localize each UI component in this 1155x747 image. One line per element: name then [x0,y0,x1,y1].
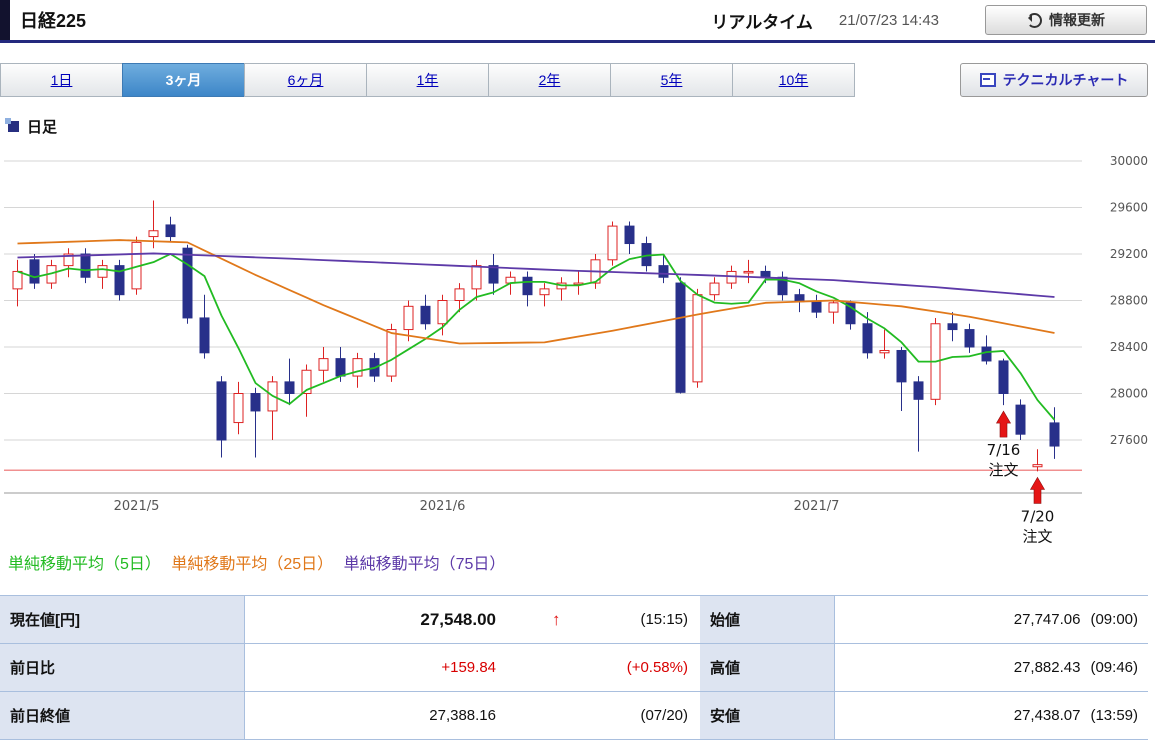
change-percent: (+0.58%) [510,643,700,691]
svg-text:29600: 29600 [1110,201,1148,215]
change-label: 前日比 [0,643,245,691]
tab-10years[interactable]: 10年 [732,63,855,97]
chart-type-label: 日足 [27,118,58,136]
tab-5years[interactable]: 5年 [610,63,733,97]
svg-text:注文: 注文 [1022,527,1052,545]
low-time: (13:59) [1090,707,1138,724]
candlestick-chart: 30000 29600 29200 28800 28400 28000 27600 2021/… [4,154,1148,545]
svg-text:注文: 注文 [988,461,1018,479]
tab-3months[interactable]: 3ヶ月 [122,63,245,97]
high-value-cell: 27,882.43 (09:46) [835,643,1148,691]
current-price-value: 27,548.00 [420,609,496,629]
legend-ma5: 単純移動平均（5日） [8,556,161,573]
tab-6months[interactable]: 6ヶ月 [244,63,367,97]
price-chart-area: 30000 29600 29200 28800 28400 28000 27600 2021/… [4,153,1152,573]
page-title: 日経225 [20,11,87,31]
chart-section-header: 日足 [5,115,1155,137]
svg-text:7/20: 7/20 [1021,507,1055,525]
low-label: 安値 [700,691,835,739]
current-price-extra: ↑ (15:15) [510,596,700,643]
header: 日経225 リアルタイム 21/07/23 14:43 情報更新 [0,0,1155,40]
tab-2years[interactable]: 2年 [488,63,611,97]
svg-text:28000: 28000 [1110,387,1148,401]
svg-text:28400: 28400 [1110,340,1148,354]
chart-legend: 単純移動平均（5日） 単純移動平均（25日） 単純移動平均（75日） [8,550,511,574]
tab-1day[interactable]: 1日 [0,63,123,97]
section-bullet-icon [5,117,19,132]
open-time: (09:00) [1090,611,1138,628]
technical-chart-icon [979,73,996,87]
svg-text:27600: 27600 [1110,433,1148,447]
svg-text:29200: 29200 [1110,247,1148,261]
open-value-cell: 27,747.06 (09:00) [835,596,1148,643]
period-tabs: 1日 3ヶ月 6ヶ月 1年 2年 5年 10年 テクニカルチャート [0,63,1155,97]
refresh-button[interactable]: 情報更新 [985,5,1147,35]
svg-text:2021/7: 2021/7 [794,499,840,514]
quote-timestamp: 21/07/23 14:43 [838,11,939,29]
current-price-label: 現在値[円] [0,596,245,643]
up-arrow-icon: ↑ [552,609,561,629]
change-value: +159.84 [245,643,510,691]
technical-chart-label: テクニカルチャート [1002,72,1129,88]
header-divider [0,40,1155,43]
open-label: 始値 [700,596,835,643]
low-value-cell: 27,438.07 (13:59) [835,691,1148,739]
legend-ma25: 単純移動平均（25日） [171,556,334,573]
low-value: 27,438.07 [1013,707,1081,724]
prev-close-value: 27,388.16 [245,691,510,739]
prev-close-date: (07/20) [510,691,700,739]
tab-1year[interactable]: 1年 [366,63,489,97]
high-value: 27,882.43 [1013,659,1081,676]
realtime-label: リアルタイム [711,12,813,32]
current-price-time: (15:15) [640,611,688,628]
svg-text:28800: 28800 [1110,294,1148,308]
open-value: 27,747.06 [1013,611,1081,628]
technical-chart-button[interactable]: テクニカルチャート [960,63,1148,97]
high-time: (09:46) [1090,659,1138,676]
legend-ma75: 単純移動平均（75日） [343,556,506,573]
refresh-icon [1027,12,1042,28]
svg-text:7/16: 7/16 [987,441,1021,459]
corner-accent-block [0,0,10,40]
svg-text:30000: 30000 [1110,154,1148,168]
refresh-button-label: 情報更新 [1049,12,1105,28]
quote-table: 現在値[円] 27,548.00 ↑ (15:15) 始値 27,747.06 … [0,595,1148,740]
prev-close-label: 前日終値 [0,691,245,739]
svg-text:2021/5: 2021/5 [114,499,160,514]
high-label: 高値 [700,643,835,691]
svg-text:2021/6: 2021/6 [420,499,466,514]
